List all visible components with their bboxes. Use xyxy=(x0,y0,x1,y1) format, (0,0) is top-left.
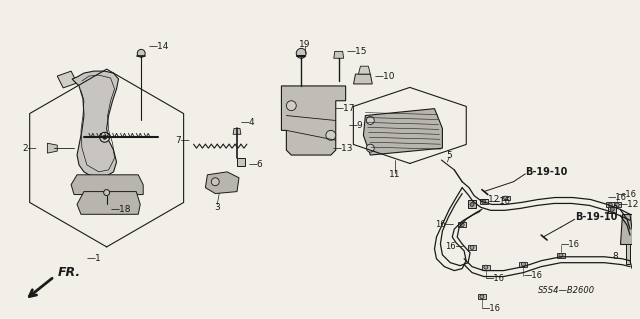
Text: B-19-10: B-19-10 xyxy=(525,167,568,177)
Polygon shape xyxy=(468,245,476,250)
Text: 7—: 7— xyxy=(175,136,189,145)
Circle shape xyxy=(102,135,107,139)
Polygon shape xyxy=(353,74,372,84)
Text: 5: 5 xyxy=(447,151,452,160)
Text: —16: —16 xyxy=(524,271,542,280)
Text: —16: —16 xyxy=(486,274,505,283)
Text: —10: —10 xyxy=(374,71,395,81)
Text: —12: —12 xyxy=(618,200,639,209)
Circle shape xyxy=(366,144,374,152)
Text: FR.: FR. xyxy=(57,266,81,279)
Text: 11: 11 xyxy=(389,170,401,179)
Polygon shape xyxy=(233,128,241,134)
Polygon shape xyxy=(478,294,486,299)
Circle shape xyxy=(211,178,220,186)
Text: 16—: 16— xyxy=(435,220,454,229)
Polygon shape xyxy=(606,203,614,207)
Text: 8: 8 xyxy=(612,252,618,261)
Text: —18: —18 xyxy=(111,205,131,214)
Circle shape xyxy=(366,116,374,124)
Polygon shape xyxy=(72,71,118,177)
Text: —4: —4 xyxy=(241,118,255,127)
Polygon shape xyxy=(620,214,632,244)
Polygon shape xyxy=(626,244,630,264)
Polygon shape xyxy=(608,205,616,213)
Polygon shape xyxy=(358,66,371,74)
Polygon shape xyxy=(57,71,77,88)
Polygon shape xyxy=(520,262,527,267)
Circle shape xyxy=(608,203,612,207)
Polygon shape xyxy=(334,51,344,58)
Text: —12: —12 xyxy=(480,195,500,204)
Text: B-19-10: B-19-10 xyxy=(575,212,617,222)
Polygon shape xyxy=(502,196,509,200)
Circle shape xyxy=(286,101,296,111)
Circle shape xyxy=(504,196,508,200)
Circle shape xyxy=(611,207,614,211)
Text: 19: 19 xyxy=(300,40,311,49)
Circle shape xyxy=(480,295,484,299)
Circle shape xyxy=(522,262,525,266)
Circle shape xyxy=(100,132,109,142)
Circle shape xyxy=(482,200,486,204)
Text: —1: —1 xyxy=(87,254,102,263)
Text: —13: —13 xyxy=(333,144,353,153)
Text: —15: —15 xyxy=(347,47,367,56)
Text: —16: —16 xyxy=(482,304,501,313)
Polygon shape xyxy=(205,172,239,194)
Circle shape xyxy=(326,130,336,140)
Polygon shape xyxy=(480,199,488,204)
Polygon shape xyxy=(482,265,490,270)
Circle shape xyxy=(104,189,109,196)
Polygon shape xyxy=(282,86,346,155)
Text: 16—: 16— xyxy=(445,242,464,251)
Polygon shape xyxy=(77,192,140,214)
Polygon shape xyxy=(557,253,565,258)
Circle shape xyxy=(559,253,563,257)
Polygon shape xyxy=(47,143,57,153)
Text: —17: —17 xyxy=(335,104,355,113)
Circle shape xyxy=(470,203,474,206)
Text: —16: —16 xyxy=(561,241,580,249)
Polygon shape xyxy=(468,200,476,208)
Circle shape xyxy=(460,223,464,227)
Polygon shape xyxy=(237,158,245,166)
Text: —16: —16 xyxy=(607,193,627,202)
Circle shape xyxy=(137,49,145,57)
Text: —14: —14 xyxy=(148,42,168,51)
Text: 2—: 2— xyxy=(22,144,36,153)
Text: —16: —16 xyxy=(617,190,636,199)
Polygon shape xyxy=(71,175,143,195)
Circle shape xyxy=(470,245,474,249)
Circle shape xyxy=(296,48,306,58)
Text: —6: —6 xyxy=(249,160,264,169)
Circle shape xyxy=(615,203,619,207)
Text: —16: —16 xyxy=(492,197,511,206)
Circle shape xyxy=(484,265,488,269)
Text: —9: —9 xyxy=(349,121,364,130)
Polygon shape xyxy=(458,222,466,227)
Text: S5S4—B2600: S5S4—B2600 xyxy=(538,286,595,295)
Text: 3: 3 xyxy=(214,203,220,212)
Polygon shape xyxy=(613,203,621,207)
Polygon shape xyxy=(364,109,442,155)
